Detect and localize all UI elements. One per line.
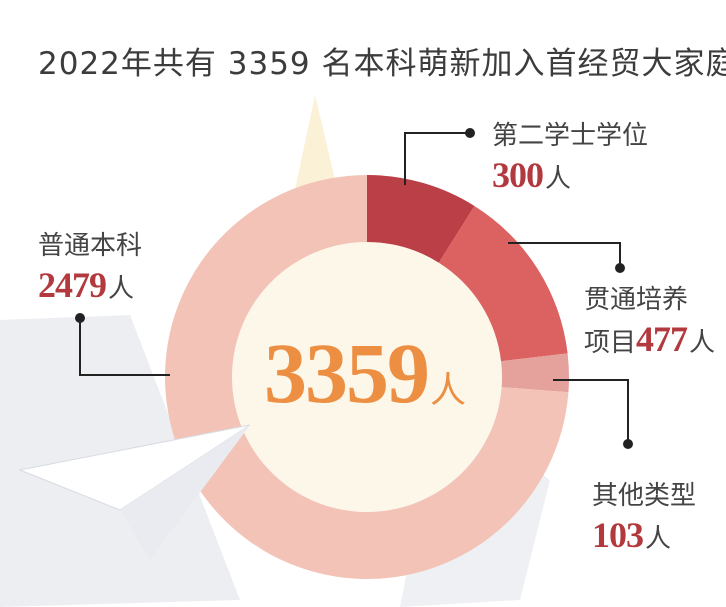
callout-dot-second-degree — [465, 128, 475, 138]
paper-plane-icon — [18, 424, 251, 560]
label-name: 其他类型 — [592, 481, 697, 511]
label-regular: 普通本科 2479人 — [38, 228, 142, 306]
data-label-value: 103 — [592, 515, 644, 555]
leader-line-joint-program — [508, 242, 621, 265]
label-second-degree: 第二学士学位 300人 — [492, 118, 648, 196]
chart-title: 2022年共有 3359 名本科萌新加入首经贸大家庭 — [38, 46, 726, 82]
center-total: 3359人 — [250, 330, 480, 416]
leader-line-other — [553, 379, 629, 440]
slice-other — [501, 353, 569, 393]
data-label-value: 2479 — [38, 265, 107, 305]
unit-label: 人 — [645, 524, 672, 554]
leader-line-second-degree — [404, 132, 470, 185]
label-name: 第二学士学位 — [492, 121, 649, 151]
slice-second-degree — [367, 175, 475, 263]
unit-label: 人 — [545, 164, 572, 194]
label-other: 其他类型 103人 — [592, 478, 696, 556]
center-total-unit: 人 — [429, 370, 466, 411]
callout-dot-regular — [75, 313, 85, 323]
callout-dots — [75, 128, 633, 449]
data-label-value: 477 — [636, 319, 688, 359]
data-label-value: 300 — [492, 155, 544, 195]
donut-slices — [164, 175, 569, 579]
unit-label: 人 — [108, 274, 135, 304]
slice-regular — [164, 175, 569, 579]
slice-joint-program — [438, 205, 568, 362]
label-name: 普通本科 — [38, 231, 143, 261]
leader-line-regular — [79, 320, 170, 376]
center-total-value: 3359 — [263, 325, 430, 421]
callout-lines — [79, 132, 629, 440]
callout-dot-other — [623, 439, 633, 449]
callout-dot-joint-program — [615, 263, 625, 273]
unit-label: 人 — [689, 328, 716, 358]
donut-inner-fill — [232, 242, 502, 512]
label-name-prefix: 项目 — [584, 328, 637, 358]
label-joint-program: 贯通培养 项目477人 — [584, 282, 715, 361]
label-name: 贯通培养 — [584, 285, 689, 315]
